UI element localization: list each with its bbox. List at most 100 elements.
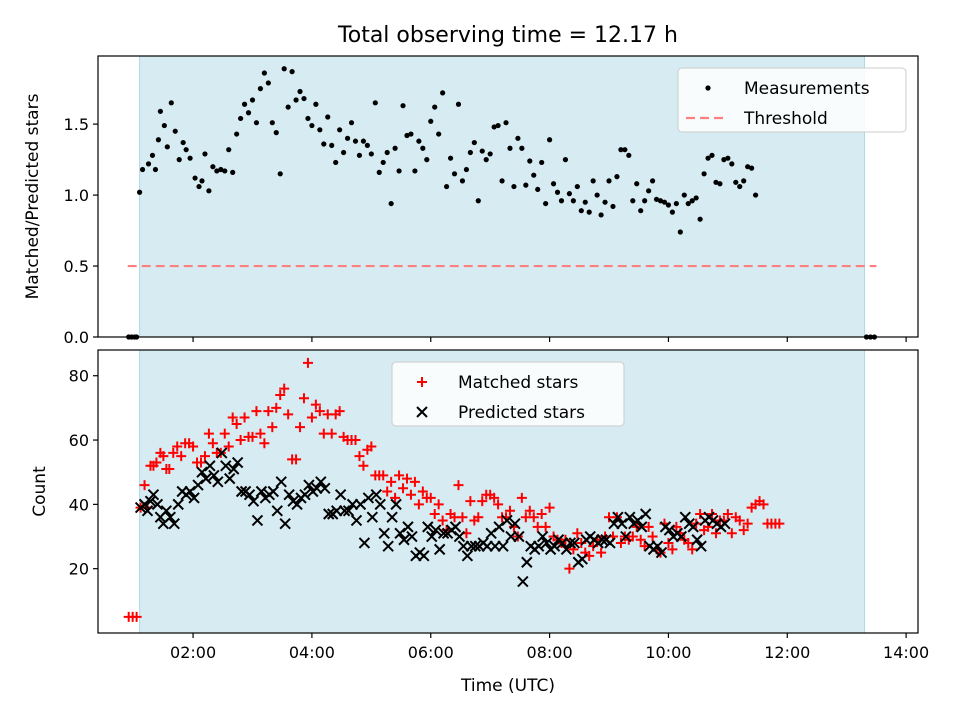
matched-star-point <box>643 521 654 532</box>
measurement-point <box>578 208 584 214</box>
measurement-point <box>626 152 632 158</box>
predicted-star-point <box>620 530 632 543</box>
measurement-point <box>408 131 414 137</box>
matched-star-point <box>477 496 488 507</box>
predicted-star-point <box>374 498 386 511</box>
measurement-point <box>183 147 189 153</box>
predicted-star-point <box>144 495 157 507</box>
measurement-point <box>404 132 410 139</box>
matched-star-point <box>635 534 646 545</box>
measurement-point <box>455 101 462 107</box>
measurement-point <box>301 95 307 102</box>
matched-star-point <box>398 483 409 494</box>
matched-star-point <box>524 505 535 516</box>
matched-star-point <box>473 512 484 523</box>
predicted-star-point <box>291 498 303 511</box>
measurement-point <box>356 152 363 158</box>
matched-star-point <box>726 528 737 539</box>
predicted-star-point <box>422 521 434 533</box>
chart-title: Total observing time = 12.17 h <box>337 23 678 48</box>
matched-star-point <box>310 399 321 410</box>
matched-star-point <box>596 547 607 558</box>
predicted-star-point <box>509 517 521 530</box>
measurement-point <box>709 152 715 158</box>
matched-star-point <box>151 457 162 468</box>
measurement-point <box>384 149 390 156</box>
predicted-star-point <box>532 540 545 552</box>
matched-star-point <box>354 451 365 462</box>
matched-star-point <box>295 422 306 433</box>
matched-star-point <box>588 541 599 552</box>
predicted-star-point <box>216 447 228 459</box>
measurement-point <box>388 200 394 207</box>
measurement-point <box>428 118 434 124</box>
predicted-star-point <box>449 521 462 533</box>
predicted-star-point <box>196 466 208 478</box>
matched-star-point <box>465 496 476 507</box>
matched-star-point <box>695 509 706 520</box>
y-tick-label: 40 <box>69 495 89 514</box>
measurement-point <box>721 157 727 163</box>
matched-star-point <box>437 515 448 526</box>
measurement-point <box>416 138 422 144</box>
measurement-point <box>230 169 236 175</box>
measurement-point <box>618 147 624 153</box>
matched-star-point <box>255 428 266 439</box>
measurement-point <box>253 120 260 126</box>
matched-star-point <box>386 476 397 487</box>
predicted-star-point <box>437 527 450 540</box>
predicted-star-point <box>138 498 151 511</box>
predicted-star-point <box>303 479 315 491</box>
measurement-point <box>368 151 374 157</box>
measurement-point <box>241 101 248 107</box>
predicted-star-point <box>521 556 533 568</box>
y-tick-label: 20 <box>69 560 89 579</box>
matched-star-point <box>683 537 694 548</box>
predicted-star-point <box>540 537 553 549</box>
measurement-point <box>543 200 549 207</box>
matched-star-point <box>405 489 416 500</box>
predicted-star-point <box>366 511 379 523</box>
matched-star-point <box>158 451 169 462</box>
measurement-point <box>206 188 212 194</box>
predicted-star-point <box>429 524 442 536</box>
measurement-point <box>681 192 687 198</box>
matched-star-point <box>227 412 238 423</box>
predicted-star-point <box>315 476 327 488</box>
predicted-star-point <box>548 540 561 552</box>
measurement-point <box>265 80 271 86</box>
matched-star-point <box>572 528 583 539</box>
measurement-point <box>348 120 355 126</box>
measurement-point <box>168 100 174 106</box>
measurement-point <box>523 182 529 188</box>
predicted-star-point <box>370 489 382 501</box>
matched-star-point <box>457 512 468 523</box>
predicted-star-point <box>560 543 573 556</box>
predicted-star-point <box>485 527 497 540</box>
measurement-point <box>149 152 156 158</box>
measurement-point <box>180 139 186 146</box>
predicted-star-point <box>275 476 287 488</box>
predicted-star-point <box>497 540 509 552</box>
measurement-point <box>289 69 295 75</box>
measurement-point <box>172 128 178 134</box>
predicted-star-point <box>596 534 608 546</box>
matched-star-point <box>433 499 444 510</box>
predicted-star-point <box>398 534 410 546</box>
predicted-star-point <box>679 511 691 523</box>
predicted-star-point <box>651 540 664 552</box>
predicted-star-point <box>635 521 648 533</box>
predicted-star-point <box>354 498 367 511</box>
matched-star-point <box>302 357 313 368</box>
predicted-star-point <box>220 460 232 472</box>
legend-label: Threshold <box>743 109 828 129</box>
measurement-point <box>665 202 672 208</box>
predicted-star-point <box>299 489 311 501</box>
legend-marker-predicted <box>416 406 428 418</box>
measurement-point <box>360 138 367 144</box>
matched-star-point <box>251 406 262 417</box>
measurement-point <box>606 178 612 184</box>
measurement-point <box>214 168 220 174</box>
predicted-star-point <box>536 530 549 543</box>
matched-star-point <box>131 611 142 622</box>
